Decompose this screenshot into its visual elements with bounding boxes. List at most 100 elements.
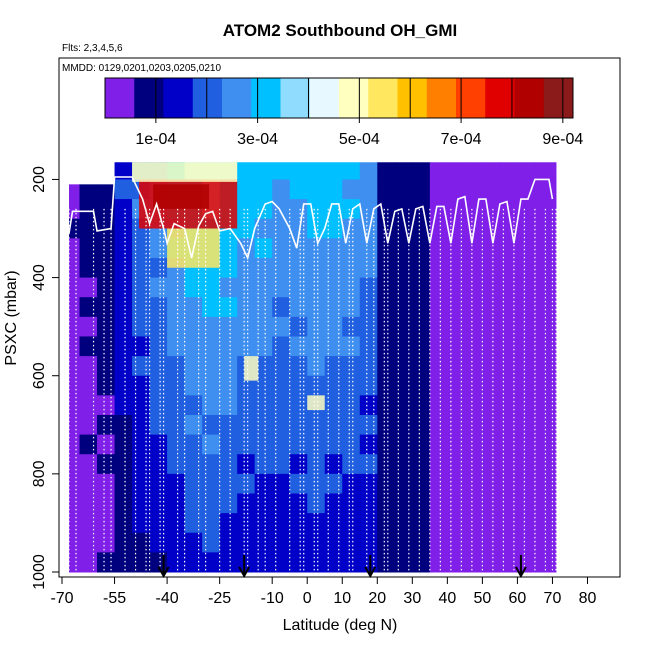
heat-cell [447, 434, 466, 455]
heat-cell [307, 454, 326, 475]
heat-cell [464, 552, 483, 573]
y-tick-label: 800 [31, 460, 48, 487]
heat-cell [359, 532, 378, 553]
heat-cell [499, 473, 518, 494]
profile-dotted-line [303, 208, 315, 572]
heat-cell [237, 395, 256, 416]
heat-cell [324, 316, 343, 337]
heat-cell [289, 434, 308, 455]
chart-title: ATOM2 Southbound OH_GMI [223, 21, 458, 40]
heat-cell [464, 297, 483, 318]
heat-cell [342, 375, 361, 396]
heat-cell [429, 532, 448, 553]
heat-cell [114, 552, 133, 573]
heat-cell [69, 493, 81, 514]
heat-cell [412, 297, 431, 318]
heat-cell [447, 414, 466, 436]
profile-dotted-line [338, 208, 350, 572]
heat-cell [202, 277, 221, 298]
heat-cell [114, 277, 133, 298]
heat-cell [272, 238, 291, 259]
x-tick-label: 20 [368, 590, 386, 607]
heat-cell [464, 434, 483, 455]
heat-cell [482, 493, 501, 514]
heat-cell [237, 179, 256, 200]
heat-cell [272, 297, 291, 318]
heat-cell [289, 297, 308, 318]
heat-cell [272, 532, 291, 553]
profile-dotted-line [551, 208, 557, 572]
heat-cell [167, 297, 186, 318]
heat-cell [254, 179, 273, 200]
heat-cell [97, 552, 116, 573]
heat-cell [184, 277, 203, 298]
heat-cell [202, 395, 221, 416]
heat-cell [447, 473, 466, 494]
heat-cell [254, 375, 273, 396]
colorbar-tick-labels: 1e-04 3e-04 5e-04 7e-04 9e-04 [135, 118, 583, 148]
heat-cell [517, 238, 536, 259]
heat-cell [219, 414, 238, 436]
heat-cell [254, 316, 273, 337]
heat-cell [254, 552, 273, 573]
heat-cell [307, 316, 326, 337]
heat-cell [359, 434, 378, 455]
heat-cell [429, 162, 448, 180]
heat-cell [307, 532, 326, 553]
profile-dotted-line [264, 208, 277, 572]
heat-cell [114, 257, 133, 279]
heat-cell [394, 356, 413, 377]
heat-cell [69, 473, 81, 494]
heat-cell [394, 277, 413, 298]
heat-cell [202, 552, 221, 573]
heat-cell [324, 395, 343, 416]
heat-cell [219, 297, 238, 318]
heat-cell [184, 375, 203, 396]
heat-cell [254, 493, 273, 514]
heat-cell [114, 395, 133, 416]
heat-cell [394, 414, 413, 436]
heat-cell [324, 375, 343, 396]
heat-cell [342, 395, 361, 416]
heat-cell [254, 162, 273, 180]
heat-cell [219, 356, 238, 377]
heat-cell [447, 532, 466, 553]
heat-cell [149, 513, 168, 534]
heat-cell [69, 218, 81, 239]
heat-cell [184, 297, 203, 318]
heat-cell [272, 199, 291, 220]
heat-cell [307, 513, 326, 534]
colorbar-tick-label: 7e-04 [441, 131, 482, 148]
heat-cell [219, 493, 238, 514]
heat-cell [377, 473, 396, 494]
heat-cell [202, 414, 221, 436]
heat-cell [149, 493, 168, 514]
heat-cell [307, 493, 326, 514]
heat-cell [167, 552, 186, 573]
heat-cell [482, 162, 501, 180]
heat-cell [149, 297, 168, 318]
heat-cell [342, 218, 361, 239]
heat-cell [394, 473, 413, 494]
heat-cell [114, 297, 133, 318]
heat-cell [447, 375, 466, 396]
heat-cell [517, 395, 536, 416]
x-axis-label: Latitude (deg N) [283, 617, 398, 634]
heat-cell [254, 218, 273, 239]
heat-cell [499, 162, 518, 180]
heat-cell [412, 414, 431, 436]
heat-cell [447, 356, 466, 377]
y-axis: 200 400 600 800 1000 [31, 166, 59, 590]
heat-cell [132, 297, 151, 318]
heat-cell [79, 297, 98, 318]
heat-cell [499, 434, 518, 455]
heat-cell [464, 162, 483, 180]
heat-cell [429, 552, 448, 573]
x-tick-label: 40 [438, 590, 456, 607]
heat-cell [289, 356, 308, 377]
colorbar-swatch [309, 78, 340, 118]
heat-cell [359, 316, 378, 337]
profile-dotted-line [471, 208, 483, 572]
x-tick-label: -40 [156, 590, 179, 607]
heat-cell [464, 513, 483, 534]
